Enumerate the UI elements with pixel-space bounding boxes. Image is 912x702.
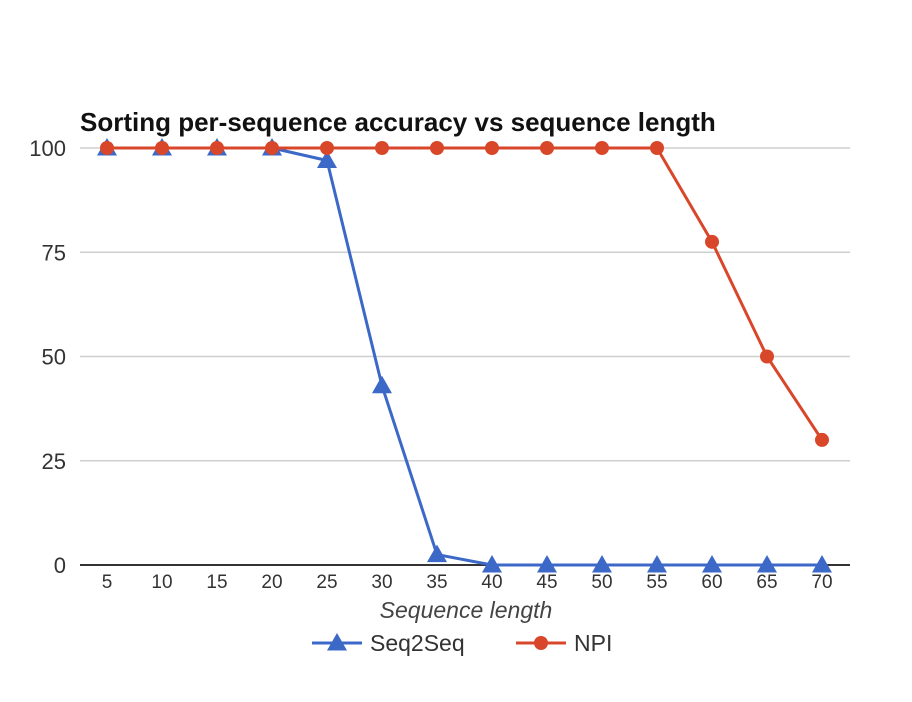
data-point-npi-60 [705,234,719,249]
x-tick-label-35: 35 [426,572,447,593]
legend-label-seq2seq: Seq2Seq [370,630,465,656]
y-tick-label-75: 75 [42,240,66,265]
x-tick-label-20: 20 [261,572,282,593]
legend-marker-npi [534,636,548,650]
series-line-npi [107,146,824,441]
data-point-seq2seq-40 [482,555,502,573]
data-point-seq2seq-25 [317,150,337,169]
data-point-seq2seq-50 [592,555,612,573]
data-point-npi-5 [100,141,114,155]
x-tick-label-15: 15 [206,572,227,593]
legend-label-npi: NPI [574,630,612,656]
data-point-npi-45 [540,141,554,155]
x-axis-label: Sequence length [380,597,553,623]
data-point-seq2seq-65 [757,555,777,573]
y-tick-label-50: 50 [42,345,66,370]
x-tick-label-60: 60 [701,572,722,593]
legend-marker-seq2seq [327,633,347,651]
x-axis-ticks: 5 10 15 20 25 30 35 40 45 50 55 60 65 70 [102,572,833,593]
data-point-seq2seq-30 [372,375,392,394]
data-point-seq2seq-45 [537,555,557,573]
series-npi [100,141,829,447]
data-point-npi-70 [815,432,829,447]
series-layer [97,138,832,573]
data-point-npi-15 [210,141,224,155]
gridlines [80,147,850,462]
x-tick-label-30: 30 [371,572,392,593]
data-point-npi-65 [760,349,774,364]
data-point-npi-40 [485,141,499,155]
legend-item-npi: NPI [516,630,612,656]
data-point-npi-35 [430,141,444,155]
data-point-npi-25 [320,141,334,155]
data-point-seq2seq-55 [647,555,667,573]
x-tick-label-10: 10 [151,572,172,593]
x-tick-label-50: 50 [591,572,612,593]
data-point-npi-55 [650,141,664,155]
chart-title: Sorting per-sequence accuracy vs sequenc… [80,107,716,137]
x-tick-label-70: 70 [811,572,832,593]
x-tick-label-65: 65 [756,572,777,593]
x-tick-label-55: 55 [646,572,667,593]
y-tick-label-25: 25 [42,449,66,474]
data-point-seq2seq-70 [812,555,832,573]
x-tick-label-40: 40 [481,572,502,593]
x-tick-label-5: 5 [102,572,113,593]
data-point-npi-30 [375,141,389,155]
y-axis-ticks: 0 25 50 75 100 [29,136,66,578]
legend-item-seq2seq: Seq2Seq [312,630,465,656]
data-point-seq2seq-60 [702,555,722,573]
data-point-npi-10 [155,141,169,155]
legend: Seq2Seq NPI [312,630,612,656]
x-tick-label-25: 25 [316,572,337,593]
y-tick-label-100: 100 [29,136,66,161]
x-tick-label-45: 45 [536,572,557,593]
series-seq2seq [97,138,832,573]
data-point-npi-50 [595,141,609,155]
y-tick-label-0: 0 [54,553,66,578]
data-point-npi-20 [265,141,279,155]
data-point-seq2seq-35 [427,544,447,563]
